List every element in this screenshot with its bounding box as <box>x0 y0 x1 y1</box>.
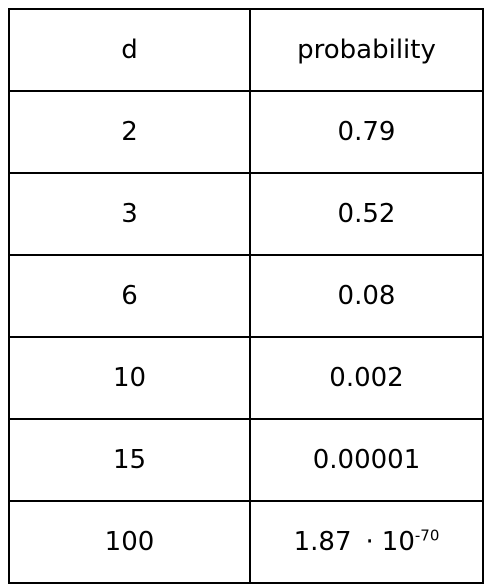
cell-d: 10 <box>8 336 251 420</box>
header-probability: probability <box>249 8 484 92</box>
cell-probability: 0.08 <box>249 254 484 338</box>
table-row: 100 1.87 · 10-70 <box>8 500 484 584</box>
table-row: 6 0.08 <box>8 254 484 338</box>
cell-d: 6 <box>8 254 251 338</box>
base: 10 <box>381 527 415 557</box>
cell-probability: 0.002 <box>249 336 484 420</box>
cell-d: 3 <box>8 172 251 256</box>
table-header-row: d probability <box>8 8 484 92</box>
mantissa: 1.87 <box>293 527 352 557</box>
cell-probability: 0.79 <box>249 90 484 174</box>
table-row: 3 0.52 <box>8 172 484 256</box>
cell-probability: 0.52 <box>249 172 484 256</box>
cell-d: 15 <box>8 418 251 502</box>
cell-probability: 0.00001 <box>249 418 484 502</box>
exponent: -70 <box>414 526 440 545</box>
cell-d: 2 <box>8 90 251 174</box>
header-d: d <box>8 8 251 92</box>
probability-table: d probability 2 0.79 3 0.52 6 0.08 10 0.… <box>8 8 484 584</box>
cell-d: 100 <box>8 500 251 584</box>
cell-probability-scientific: 1.87 · 10-70 <box>249 500 484 584</box>
table-row: 10 0.002 <box>8 336 484 420</box>
table-row: 15 0.00001 <box>8 418 484 502</box>
multiply-dot: · <box>365 527 374 557</box>
table-row: 2 0.79 <box>8 90 484 174</box>
